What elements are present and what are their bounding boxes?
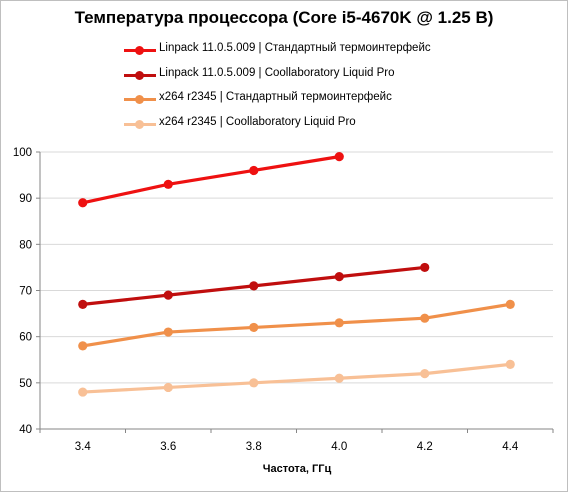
y-tick-label: 40 [19,424,32,436]
series-layer [78,152,515,397]
series-line [81,155,341,205]
x-tick-label: 4.4 [502,441,519,453]
data-point [249,378,259,388]
y-tick-label: 100 [13,147,32,159]
legend-label: x264 r2345 | Coollaboratory Liquid Pro [159,115,356,128]
data-point [505,299,515,309]
data-point [78,198,88,208]
y-tick-label: 70 [19,286,32,298]
x-axis-title: Частота, ГГц [263,463,332,475]
legend-label: Linpack 11.0.5.009 | Coollaboratory Liqu… [159,66,395,79]
data-point [334,272,344,282]
x-tick-label: 4.2 [417,441,433,453]
data-point [163,382,173,393]
legend-marker [124,46,156,55]
series-line [81,302,512,348]
data-point [420,369,430,379]
data-point [163,179,173,189]
chart-title: Температура процессора (Core i5-4670K @ … [74,8,494,27]
data-point [78,299,88,309]
y-tick-label: 50 [19,378,32,390]
legend-label: x264 r2345 | Стандартный термоинтерфейс [159,91,392,103]
data-point [334,318,344,328]
data-point [420,262,430,273]
axes: 40 50 60 70 80 90 100 3.4 3.6 3.8 4.0 4.2 4.4 [13,147,554,453]
x-tick-label: 3.6 [160,441,176,453]
data-point [163,290,173,300]
x-tick-label: 4.0 [331,441,347,453]
y-tick-label: 60 [19,332,32,344]
legend-marker [124,119,156,129]
x-tick-label: 3.4 [75,441,92,453]
series-line [81,362,512,394]
data-point [249,322,259,333]
legend-label: Linpack 11.0.5.009 | Стандартный термоин… [159,42,431,54]
x-tick-label: 3.8 [246,441,262,453]
data-point [78,387,88,397]
legend-marker [124,70,156,80]
series-3 [78,359,515,397]
legend-marker [124,95,156,104]
data-point [420,313,430,323]
data-point [163,327,173,337]
data-point [78,341,88,351]
data-point [334,373,344,383]
data-point [505,359,515,369]
series-0 [78,152,344,208]
data-point [334,152,344,162]
data-point [249,165,259,176]
series-2 [78,299,515,351]
y-tick-label: 90 [19,193,32,205]
data-point [249,281,259,291]
gridlines [40,151,553,430]
y-tick-label: 80 [19,239,32,251]
series-1 [78,262,430,309]
